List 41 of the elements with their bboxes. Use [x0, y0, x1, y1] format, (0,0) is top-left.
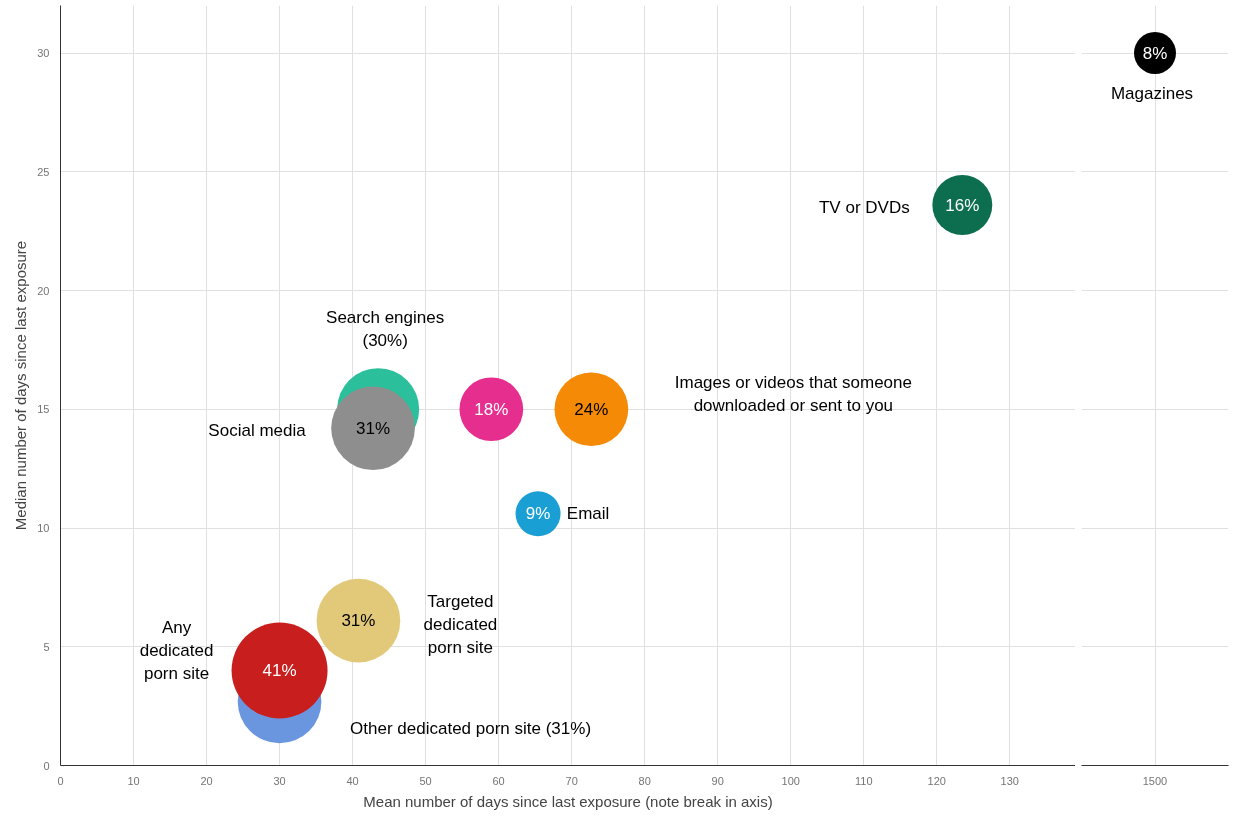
x-tick-label: 60: [492, 774, 505, 787]
x-tick-label: 110: [854, 774, 873, 787]
annotation: 16%: [945, 195, 980, 215]
text: Images or videos that someone downloaded or sent to you: [674, 373, 912, 416]
series-label: Any dedicated porn site: [139, 618, 214, 683]
series-label: Social media: [208, 420, 307, 440]
series-label: Targeted dedicated porn site: [423, 592, 498, 657]
x-tick-label: 10: [127, 774, 140, 787]
series-label: Other dedicated porn site (31%): [350, 718, 592, 738]
x-tick-label: 100: [781, 774, 800, 787]
series-label: TV or DVDs: [818, 197, 910, 217]
series-label: Magazines: [1110, 83, 1194, 103]
x-tick-label: 130: [1000, 774, 1019, 787]
x-tick-label: 30: [273, 774, 286, 787]
annotation: 8%: [1142, 43, 1168, 63]
x-tick-label: 20: [200, 774, 213, 787]
x-tick-label: 50: [419, 774, 432, 787]
annotation: 41%: [262, 661, 297, 680]
y-tick-label: 10: [37, 522, 50, 534]
x-tick-label: 80: [638, 774, 651, 787]
text: Search engines (30%): [326, 308, 445, 351]
annotation: 31%: [356, 418, 391, 438]
y-tick-label: 5: [43, 640, 50, 653]
annotation: 24%: [574, 399, 609, 419]
y-axis-title: Median number of days since last exposure: [12, 240, 30, 531]
annotation: 31%: [341, 611, 376, 631]
x-tick-label: 70: [565, 774, 578, 787]
series-label: Email: [566, 504, 610, 524]
x-axis-title: Mean number of days since last exposure (note break in axis): [363, 792, 773, 810]
annotation: 18%: [474, 399, 509, 419]
y-tick-label: 15: [37, 403, 50, 416]
x-tick-label: 0: [57, 774, 64, 787]
x-tick-label: 1500: [1142, 774, 1168, 787]
y-tick-label: 30: [37, 47, 50, 59]
y-tick-label: 20: [37, 284, 50, 297]
y-tick-label: 25: [37, 165, 50, 178]
y-tick-label: 0: [43, 759, 50, 772]
x-tick-label: 120: [927, 774, 946, 787]
annotation: 9%: [525, 504, 551, 524]
x-tick-label: 40: [346, 774, 359, 787]
x-tick-label: 90: [711, 774, 724, 787]
